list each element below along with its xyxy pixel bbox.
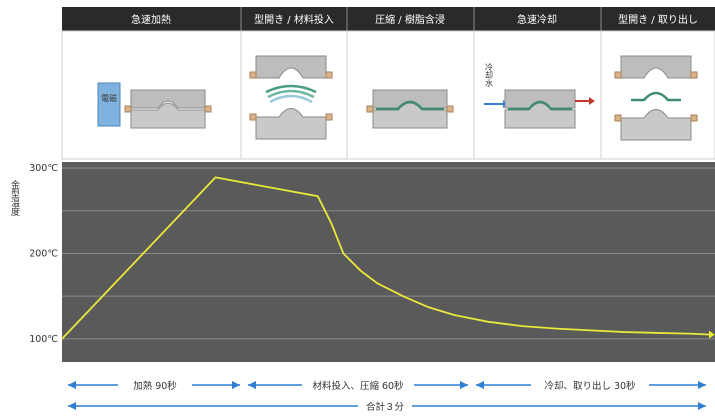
- mold-temperature-line: [61, 176, 711, 340]
- duration-row: 加熱 90秒 材料投入、圧縮 60秒 冷却、取り出し 30秒 合計３分: [68, 378, 706, 413]
- upper-mold-open: [255, 55, 327, 79]
- stage2-illustration: [249, 55, 333, 140]
- stage5-illustration: [614, 55, 698, 141]
- total-duration-label: 合計３分: [366, 401, 405, 413]
- coolant-label: 冷却水: [485, 62, 494, 87]
- stage3-illustration: [366, 89, 454, 129]
- chart-series-layer: [61, 176, 715, 340]
- duration-cooling-label: 冷却、取り出し 30秒: [544, 380, 636, 392]
- stage-label-rapid-cooling: 急速冷却: [517, 13, 557, 26]
- lower-mold-open: [255, 108, 327, 140]
- chart-gridlines: [62, 167, 715, 340]
- heater-block: [97, 82, 121, 127]
- stage-label-mold-open-remove: 型開き / 取り出し: [618, 13, 698, 26]
- y-tick-label: 100℃: [29, 334, 58, 345]
- stage-label-rapid-heating: 急速加熱: [131, 13, 171, 26]
- stage-label-compress-impregnate: 圧縮 / 樹脂含浸: [375, 13, 445, 26]
- line-end-arrow: [709, 330, 715, 339]
- lower-mold-closed: [130, 102, 206, 129]
- stage4-illustration: 冷却水: [484, 62, 595, 129]
- material-sheet: [265, 84, 317, 94]
- duration-heating-label: 加熱 90秒: [133, 380, 177, 392]
- stage-label-mold-open-load: 型開き / 材料投入: [254, 13, 334, 26]
- stage1-illustration: 電磁: [97, 82, 212, 129]
- stage-header-band: [62, 7, 715, 31]
- y-tick-label: 200℃: [29, 248, 58, 259]
- y-axis-label: 金型温度: [9, 179, 20, 217]
- duration-compress-label: 材料投入、圧縮 60秒: [312, 380, 404, 392]
- upper-mold-closed: [130, 89, 206, 109]
- heater-label: 電磁: [101, 93, 117, 103]
- chart-y-ticks: 300℃ 200℃ 100℃: [29, 163, 58, 345]
- finished-part: [631, 91, 681, 102]
- y-tick-label: 300℃: [29, 163, 58, 174]
- compressed-material: [376, 100, 444, 111]
- chart-plot-area: [62, 162, 715, 362]
